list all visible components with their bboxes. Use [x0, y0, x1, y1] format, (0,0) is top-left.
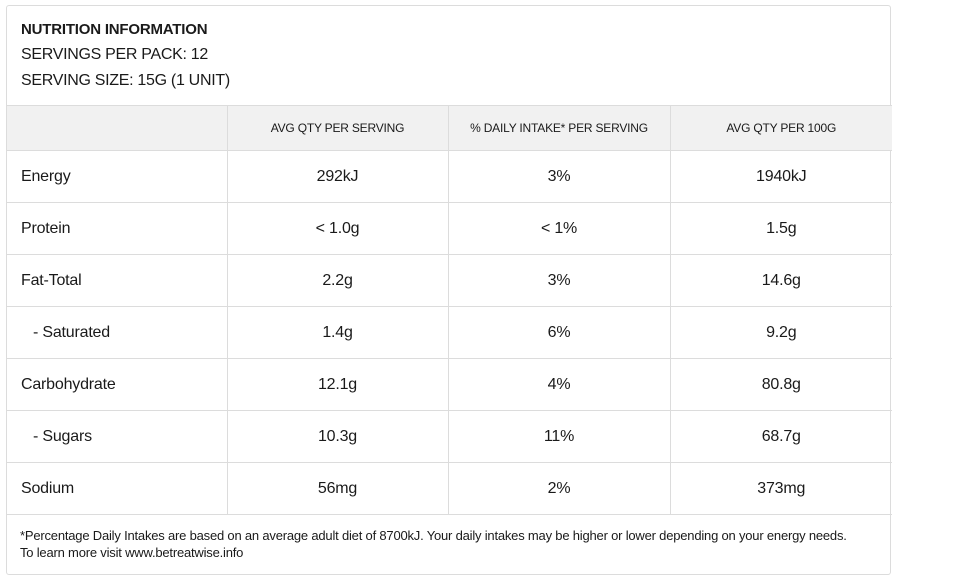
- daily-intake-value: 11%: [447, 410, 671, 463]
- avg-qty-per-100g-value: 68.7g: [669, 410, 892, 463]
- table-row: Carbohydrate 12.1g 4% 80.8g: [7, 358, 892, 411]
- column-header-daily-intake: % DAILY INTAKE* PER SERVING: [447, 105, 671, 151]
- servings-per-pack: SERVINGS PER PACK: 12: [21, 46, 208, 63]
- daily-intake-value: 3%: [447, 150, 671, 203]
- table-row: Fat-Total 2.2g 3% 14.6g: [7, 254, 892, 307]
- table-row: - Saturated 1.4g 6% 9.2g: [7, 306, 892, 359]
- avg-qty-per-100g-value: 14.6g: [669, 254, 892, 307]
- daily-intake-value: 6%: [447, 306, 671, 359]
- column-header-nutrient: [7, 105, 228, 151]
- table-row: - Sugars 10.3g 11% 68.7g: [7, 410, 892, 463]
- avg-qty-per-serving-value: 10.3g: [226, 410, 449, 463]
- table-row: Sodium 56mg 2% 373mg: [7, 462, 892, 515]
- daily-intake-value: 2%: [447, 462, 671, 515]
- avg-qty-per-100g-value: 373mg: [669, 462, 892, 515]
- avg-qty-per-serving-value: < 1.0g: [226, 202, 449, 255]
- table-header-row: AVG QTY PER SERVING % DAILY INTAKE* PER …: [7, 105, 892, 151]
- nutrition-rows: Energy 292kJ 3% 1940kJ Protein < 1.0g < 1% 1.5g…: [7, 150, 892, 515]
- daily-intake-value: 3%: [447, 254, 671, 307]
- nutrient-label: Carbohydrate: [7, 358, 228, 411]
- avg-qty-per-100g-value: 80.8g: [669, 358, 892, 411]
- nutrient-label: Fat-Total: [7, 254, 228, 307]
- nutrition-title: NUTRITION INFORMATION: [21, 21, 208, 38]
- avg-qty-per-serving-value: 1.4g: [226, 306, 449, 359]
- nutrition-panel: NUTRITION INFORMATION SERVINGS PER PACK:…: [6, 5, 892, 575]
- nutrient-label: - Saturated: [7, 306, 228, 359]
- avg-qty-per-serving-value: 2.2g: [226, 254, 449, 307]
- table-row: Protein < 1.0g < 1% 1.5g: [7, 202, 892, 255]
- nutrient-label: Protein: [7, 202, 228, 255]
- column-header-avg-qty-per-serving: AVG QTY PER SERVING: [226, 105, 449, 151]
- avg-qty-per-serving-value: 12.1g: [226, 358, 449, 411]
- table-row: Energy 292kJ 3% 1940kJ: [7, 150, 892, 203]
- nutrition-header: NUTRITION INFORMATION SERVINGS PER PACK:…: [7, 6, 890, 105]
- nutrient-label: Energy: [7, 150, 228, 203]
- avg-qty-per-serving-value: 292kJ: [226, 150, 449, 203]
- avg-qty-per-100g-value: 1.5g: [669, 202, 892, 255]
- column-header-avg-qty-per-100g: AVG QTY PER 100G: [669, 105, 892, 151]
- daily-intake-value: 4%: [447, 358, 671, 411]
- avg-qty-per-100g-value: 9.2g: [669, 306, 892, 359]
- footnote-line-2: To learn more visit www.betreatwise.info: [20, 545, 244, 560]
- daily-intake-value: < 1%: [447, 202, 671, 255]
- footnote-line-1: *Percentage Daily Intakes are based on a…: [20, 528, 847, 543]
- avg-qty-per-100g-value: 1940kJ: [669, 150, 892, 203]
- avg-qty-per-serving-value: 56mg: [226, 462, 449, 515]
- serving-size: SERVING SIZE: 15G (1 UNIT): [21, 72, 230, 89]
- nutrient-label: - Sugars: [7, 410, 228, 463]
- nutrient-label: Sodium: [7, 462, 228, 515]
- footnote: *Percentage Daily Intakes are based on a…: [7, 515, 890, 561]
- nutrition-table: AVG QTY PER SERVING % DAILY INTAKE* PER …: [7, 105, 892, 515]
